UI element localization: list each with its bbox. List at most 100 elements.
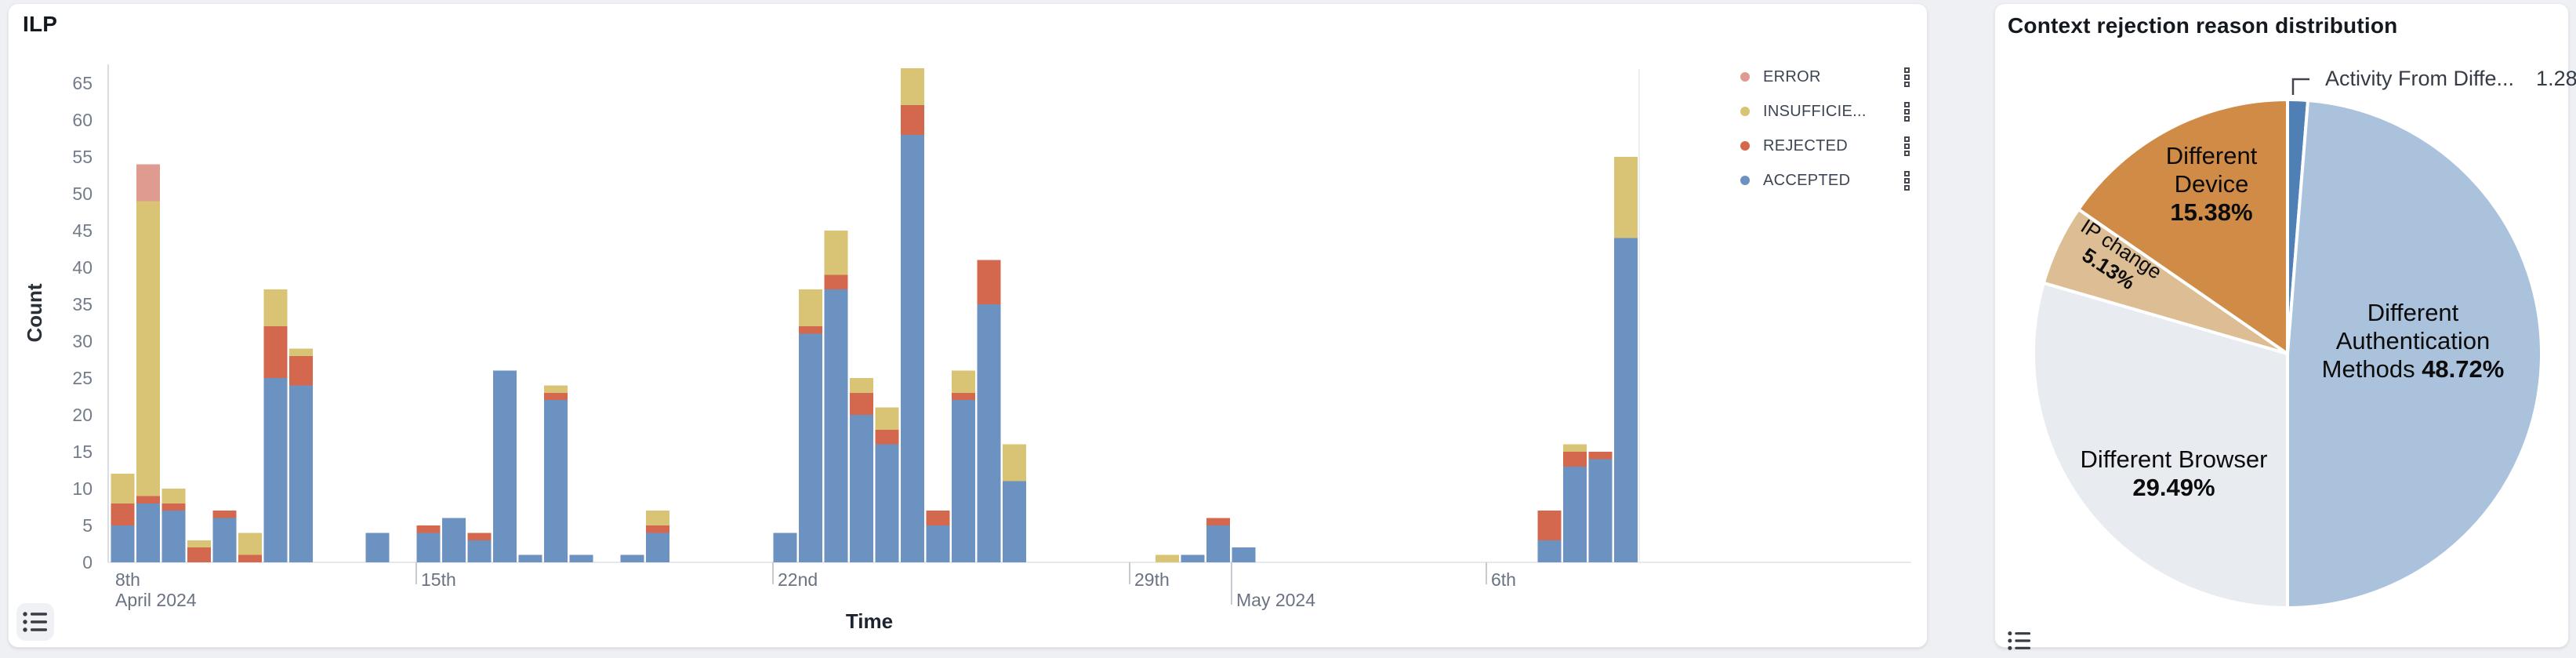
bar-segment-rejected[interactable]	[1206, 518, 1230, 525]
legend-item-insufficie[interactable]: INSUFFICIE...	[1740, 94, 1919, 129]
bar-segment-rejected[interactable]	[111, 503, 135, 525]
bar-segment-accepted[interactable]	[901, 134, 924, 563]
bar-segment-rejected[interactable]	[1537, 511, 1562, 540]
bar-segment-accepted[interactable]	[799, 333, 822, 562]
bar-segment-accepted[interactable]	[850, 415, 873, 562]
bar-segment-accepted[interactable]	[518, 554, 542, 562]
kebab-menu-icon[interactable]	[1904, 101, 1919, 122]
bar-segment-rejected[interactable]	[850, 392, 873, 415]
bar-segment-rejected[interactable]	[136, 496, 160, 503]
bar-segment-rejected[interactable]	[926, 511, 950, 525]
bar-segment-accepted[interactable]	[620, 554, 644, 562]
bar-segment-insufficie[interactable]	[161, 489, 186, 503]
bar-segment-accepted[interactable]	[1003, 481, 1026, 562]
bar-segment-accepted[interactable]	[544, 400, 568, 562]
bar-segment-insufficie[interactable]	[544, 385, 568, 393]
bar-segment-insufficie[interactable]	[901, 68, 924, 106]
bar-segment-insufficie[interactable]	[952, 370, 975, 393]
pie-panel: Context rejection reason distribution Ac…	[1994, 3, 2576, 650]
bar-segment-insufficie[interactable]	[187, 540, 211, 548]
bar-segment-accepted[interactable]	[111, 525, 135, 562]
bar-segment-accepted[interactable]	[1614, 238, 1638, 562]
bar-segment-rejected[interactable]	[544, 392, 568, 401]
bar-segment-rejected[interactable]	[977, 260, 1001, 304]
bar-segment-rejected[interactable]	[875, 429, 899, 445]
bar-segment-rejected[interactable]	[238, 554, 262, 562]
bar-segment-rejected[interactable]	[799, 326, 822, 334]
legend-item-rejected[interactable]: REJECTED	[1740, 129, 1919, 163]
bar-segment-insufficie[interactable]	[1003, 444, 1026, 482]
kebab-menu-icon[interactable]	[1904, 136, 1919, 157]
bar-segment-rejected[interactable]	[467, 533, 492, 540]
y-tick-label: 65	[72, 73, 93, 93]
bar-segment-accepted[interactable]	[926, 525, 950, 562]
bar-segment-insufficie[interactable]	[136, 201, 160, 496]
bar-segment-accepted[interactable]	[569, 554, 593, 562]
bar-segment-insufficie[interactable]	[289, 348, 313, 356]
bar-segment-insufficie[interactable]	[1614, 157, 1638, 238]
kebab-menu-icon[interactable]	[1904, 170, 1919, 191]
bar-segment-insufficie[interactable]	[850, 378, 873, 393]
bar-segment-rejected[interactable]	[289, 355, 313, 386]
bar-segment-rejected[interactable]	[212, 511, 237, 518]
bar-segment-insufficie[interactable]	[238, 533, 262, 555]
pie-callout-label: Activity From Diffe... 1.28%	[2325, 67, 2576, 91]
bar-segment-accepted[interactable]	[952, 400, 975, 562]
y-tick-label: 50	[72, 184, 93, 204]
pie-slice-different-authentication-methods[interactable]	[2286, 99, 2543, 609]
bar-segment-accepted[interactable]	[773, 533, 797, 562]
legend-item-error[interactable]: ERROR	[1740, 60, 1919, 94]
bar-segment-accepted[interactable]	[824, 289, 848, 562]
bar-segment-insufficie[interactable]	[799, 289, 822, 327]
bar-segment-rejected[interactable]	[187, 547, 211, 562]
bar-segment-accepted[interactable]	[467, 540, 492, 562]
bar-segment-insufficie[interactable]	[263, 289, 288, 327]
bar-segment-accepted[interactable]	[365, 533, 390, 562]
bar-segment-accepted[interactable]	[136, 503, 160, 562]
bar-segment-accepted[interactable]	[161, 511, 186, 562]
bar-segment-insufficie[interactable]	[824, 231, 848, 275]
bar-segment-accepted[interactable]	[263, 378, 288, 562]
bar-segment-accepted[interactable]	[1181, 554, 1205, 562]
bar-segment-accepted[interactable]	[977, 304, 1001, 562]
bar-segment-insufficie[interactable]	[875, 407, 899, 430]
bar-segment-insufficie[interactable]	[1156, 554, 1179, 562]
bar-segment-accepted[interactable]	[289, 385, 313, 562]
bar-segment-accepted[interactable]	[646, 533, 669, 562]
legend-item-accepted[interactable]: ACCEPTED	[1740, 163, 1919, 198]
legend-toggle-button[interactable]	[16, 603, 54, 641]
y-tick-label: 10	[72, 478, 93, 499]
bar-segment-rejected[interactable]	[646, 525, 669, 533]
legend-toggle-button[interactable]	[2001, 623, 2037, 658]
bar-segment-error[interactable]	[136, 164, 160, 202]
bar-segment-rejected[interactable]	[263, 326, 288, 378]
bar-segment-accepted[interactable]	[416, 533, 441, 562]
bar-segment-rejected[interactable]	[824, 274, 848, 290]
legend-label: ACCEPTED	[1763, 171, 1851, 189]
list-icon	[2008, 631, 2030, 650]
legend-color-dot	[1740, 72, 1750, 82]
bar-segment-insufficie[interactable]	[111, 474, 135, 503]
bar-segment-rejected[interactable]	[952, 392, 975, 401]
bar-segment-insufficie[interactable]	[646, 511, 669, 525]
bar-segment-accepted[interactable]	[1563, 466, 1587, 562]
bar-segment-accepted[interactable]	[1588, 459, 1613, 562]
bar-segment-rejected[interactable]	[1588, 452, 1613, 460]
bar-segment-accepted[interactable]	[442, 518, 466, 562]
bar-segment-rejected[interactable]	[901, 105, 924, 135]
pie-slice-different-device[interactable]	[2077, 98, 2289, 355]
pie-slice-different-browser[interactable]	[2032, 281, 2289, 609]
bar-segment-accepted[interactable]	[1232, 547, 1256, 562]
bar-segment-accepted[interactable]	[1206, 525, 1230, 562]
x-tick-label: May 2024	[1236, 590, 1315, 610]
bar-segment-accepted[interactable]	[212, 518, 237, 562]
bar-segment-accepted[interactable]	[493, 370, 517, 562]
y-tick-label: 35	[72, 294, 93, 314]
bar-segment-insufficie[interactable]	[1563, 444, 1587, 452]
bar-segment-rejected[interactable]	[1563, 452, 1587, 467]
bar-segment-accepted[interactable]	[1537, 540, 1562, 562]
bar-segment-rejected[interactable]	[416, 525, 441, 533]
bar-segment-rejected[interactable]	[161, 503, 186, 511]
kebab-menu-icon[interactable]	[1904, 67, 1919, 88]
bar-segment-accepted[interactable]	[875, 444, 899, 562]
